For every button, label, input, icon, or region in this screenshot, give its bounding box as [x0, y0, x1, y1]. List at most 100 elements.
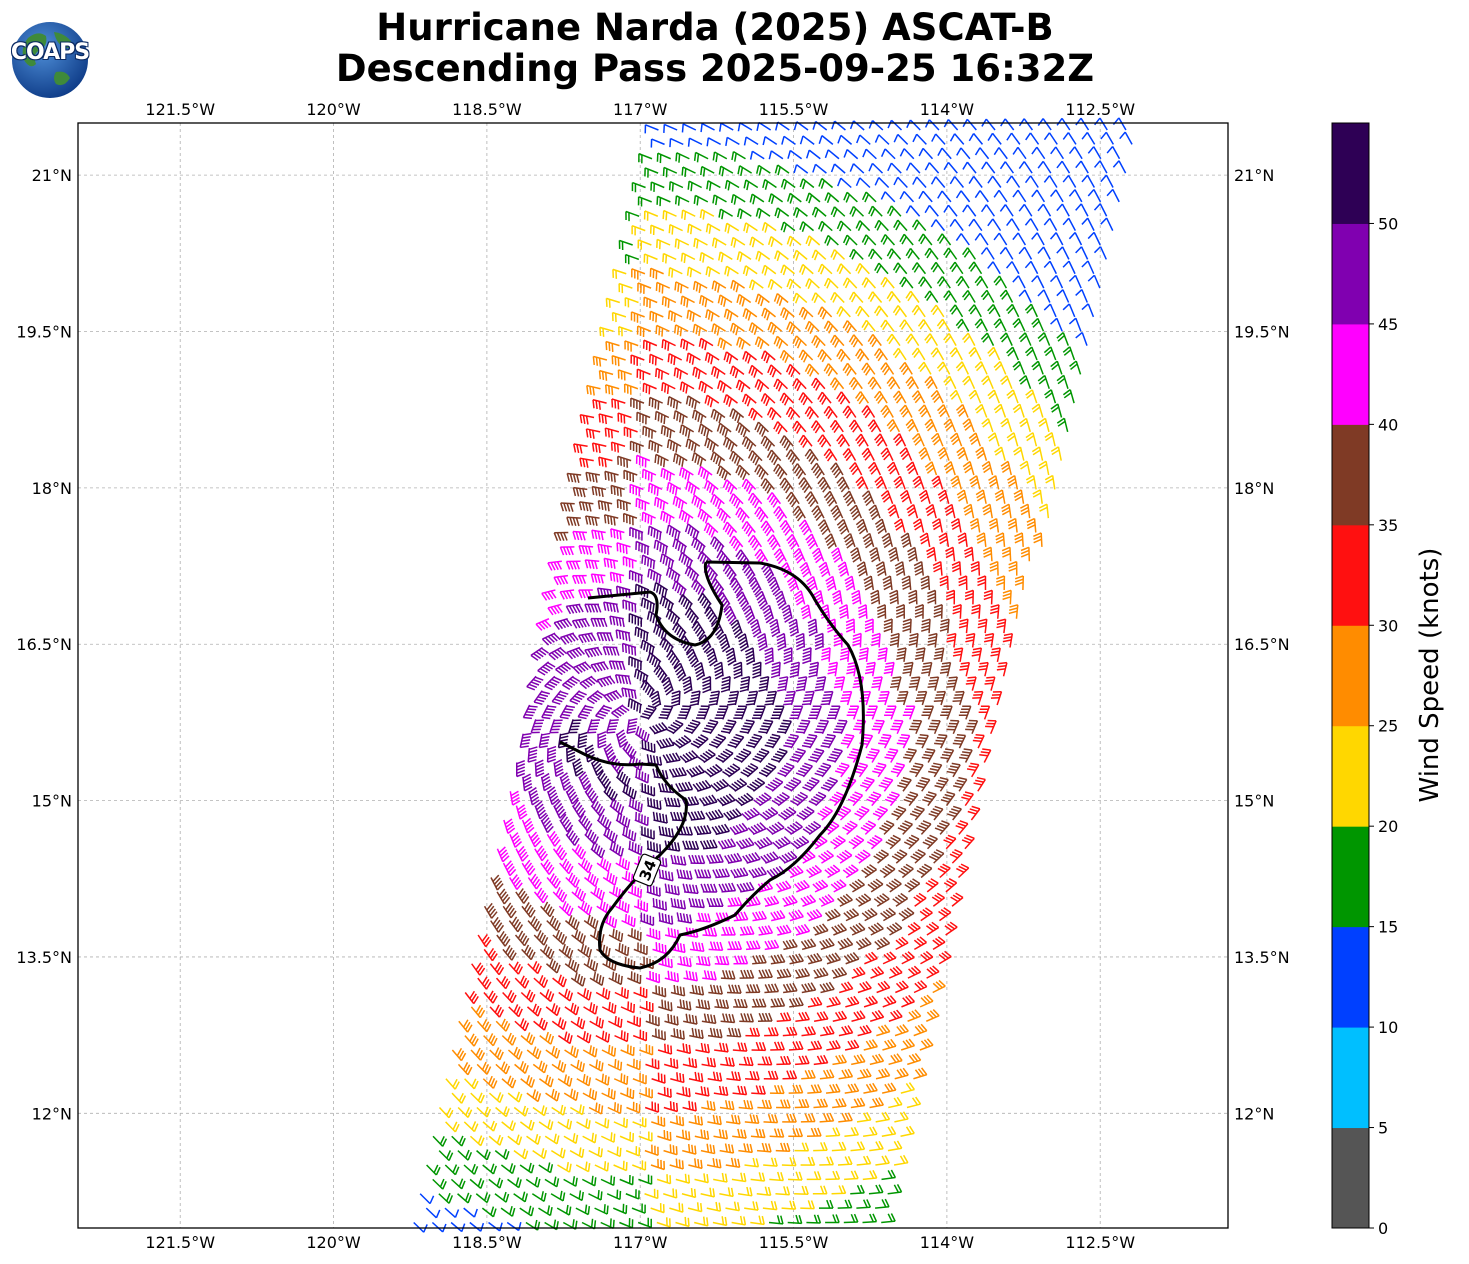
wind-barb: [724, 852, 743, 864]
wind-barb: [681, 166, 696, 177]
wind-barb: [631, 224, 646, 236]
wind-barb: [776, 632, 787, 651]
wind-barb: [905, 290, 920, 303]
wind-barb: [681, 209, 696, 221]
wind-barb: [786, 321, 801, 335]
wind-barb: [876, 980, 891, 994]
colorbar-bin: [1332, 826, 1369, 928]
wind-barb: [522, 773, 533, 792]
wind-barb: [1106, 188, 1120, 203]
wind-barb: [684, 607, 700, 626]
wind-barb: [650, 1158, 666, 1171]
wind-barb: [582, 1132, 597, 1144]
wind-barb: [811, 206, 827, 218]
wind-barb: [956, 489, 969, 504]
wind-barb: [868, 1184, 884, 1195]
wind-barb: [558, 943, 574, 959]
wind-barb: [562, 675, 581, 690]
wind-barb: [599, 326, 614, 337]
wind-barb: [540, 901, 555, 918]
wind-barb: [807, 1040, 823, 1051]
colorbar-label: Wind Speed (knots): [1415, 547, 1445, 803]
wind-barb: [918, 276, 933, 289]
wind-barb: [936, 318, 951, 332]
wind-barb: [921, 661, 933, 677]
wind-barb: [521, 859, 536, 876]
wind-barb: [965, 719, 979, 735]
wind-barb: [670, 811, 687, 822]
wind-barb: [771, 791, 790, 807]
wind-barb: [913, 980, 928, 994]
wind-barb: [837, 134, 853, 145]
wind-barb: [912, 133, 927, 145]
wind-barb: [610, 528, 625, 540]
wind-barb: [730, 193, 746, 205]
wind-barb: [690, 734, 709, 749]
wind-barb: [996, 618, 1007, 634]
wind-barb: [974, 361, 988, 375]
wind-barb: [842, 320, 858, 334]
wind-barb: [899, 148, 915, 160]
wind-barb: [635, 454, 651, 468]
wind-barb: [823, 490, 838, 507]
wind-barb: [553, 800, 567, 819]
wind-barb: [894, 561, 906, 577]
wind-barb: [964, 589, 974, 605]
wind-barb: [489, 961, 505, 976]
wind-barb: [730, 279, 745, 293]
wind-barb: [1056, 160, 1071, 174]
wind-barb: [507, 1177, 522, 1189]
wind-barb: [823, 448, 838, 462]
wind-barb: [911, 390, 926, 404]
wind-barb: [526, 675, 544, 691]
wind-barb: [943, 332, 957, 346]
wind-barb: [682, 676, 693, 695]
wind-barb: [619, 1218, 634, 1229]
wind-barb: [450, 1178, 466, 1190]
wind-barb: [604, 470, 619, 483]
wind-barb: [699, 294, 714, 308]
wind-barb: [577, 988, 592, 1001]
wind-barb: [943, 461, 956, 476]
wind-barb: [665, 566, 681, 584]
wind-barb: [576, 1031, 592, 1044]
wind-barb: [640, 912, 655, 927]
wind-barb: [811, 249, 827, 261]
wind-barb: [547, 603, 563, 616]
wind-barb: [552, 929, 568, 945]
wind-barb: [650, 1203, 665, 1214]
wind-barb: [1093, 203, 1108, 217]
wind-barb: [723, 351, 739, 365]
wind-barb: [662, 252, 677, 264]
wind-barb: [855, 348, 870, 362]
wind-barb: [516, 759, 526, 778]
wind-barb: [1031, 275, 1045, 289]
wind-barb: [1043, 303, 1057, 318]
wind-barb: [785, 491, 800, 508]
wind-barb: [1001, 503, 1012, 519]
wind-barb: [725, 647, 737, 666]
wind-barb: [676, 1086, 691, 1098]
wind-barb: [893, 518, 906, 533]
wind-barb: [742, 265, 758, 277]
wind-barb: [559, 772, 572, 791]
wind-barb: [667, 395, 682, 410]
wind-barb: [733, 705, 748, 720]
map-frame: [77, 122, 1229, 1229]
wind-barb: [930, 347, 945, 361]
wind-barb: [993, 232, 1008, 246]
wind-barb: [656, 1217, 671, 1228]
wind-barb: [1093, 246, 1107, 260]
wind-barb: [638, 1131, 653, 1142]
wind-barb: [800, 894, 817, 907]
wind-barb: [843, 952, 860, 965]
wind-barb: [949, 432, 963, 447]
wind-barb: [1025, 432, 1038, 447]
wind-barb: [836, 263, 852, 275]
wind-barb: [1013, 446, 1025, 461]
wind-barb: [811, 547, 825, 564]
wind-barb: [825, 1083, 841, 1094]
wind-barb: [708, 984, 723, 995]
wind-barb: [901, 994, 915, 1008]
wind-barb: [1119, 131, 1133, 145]
